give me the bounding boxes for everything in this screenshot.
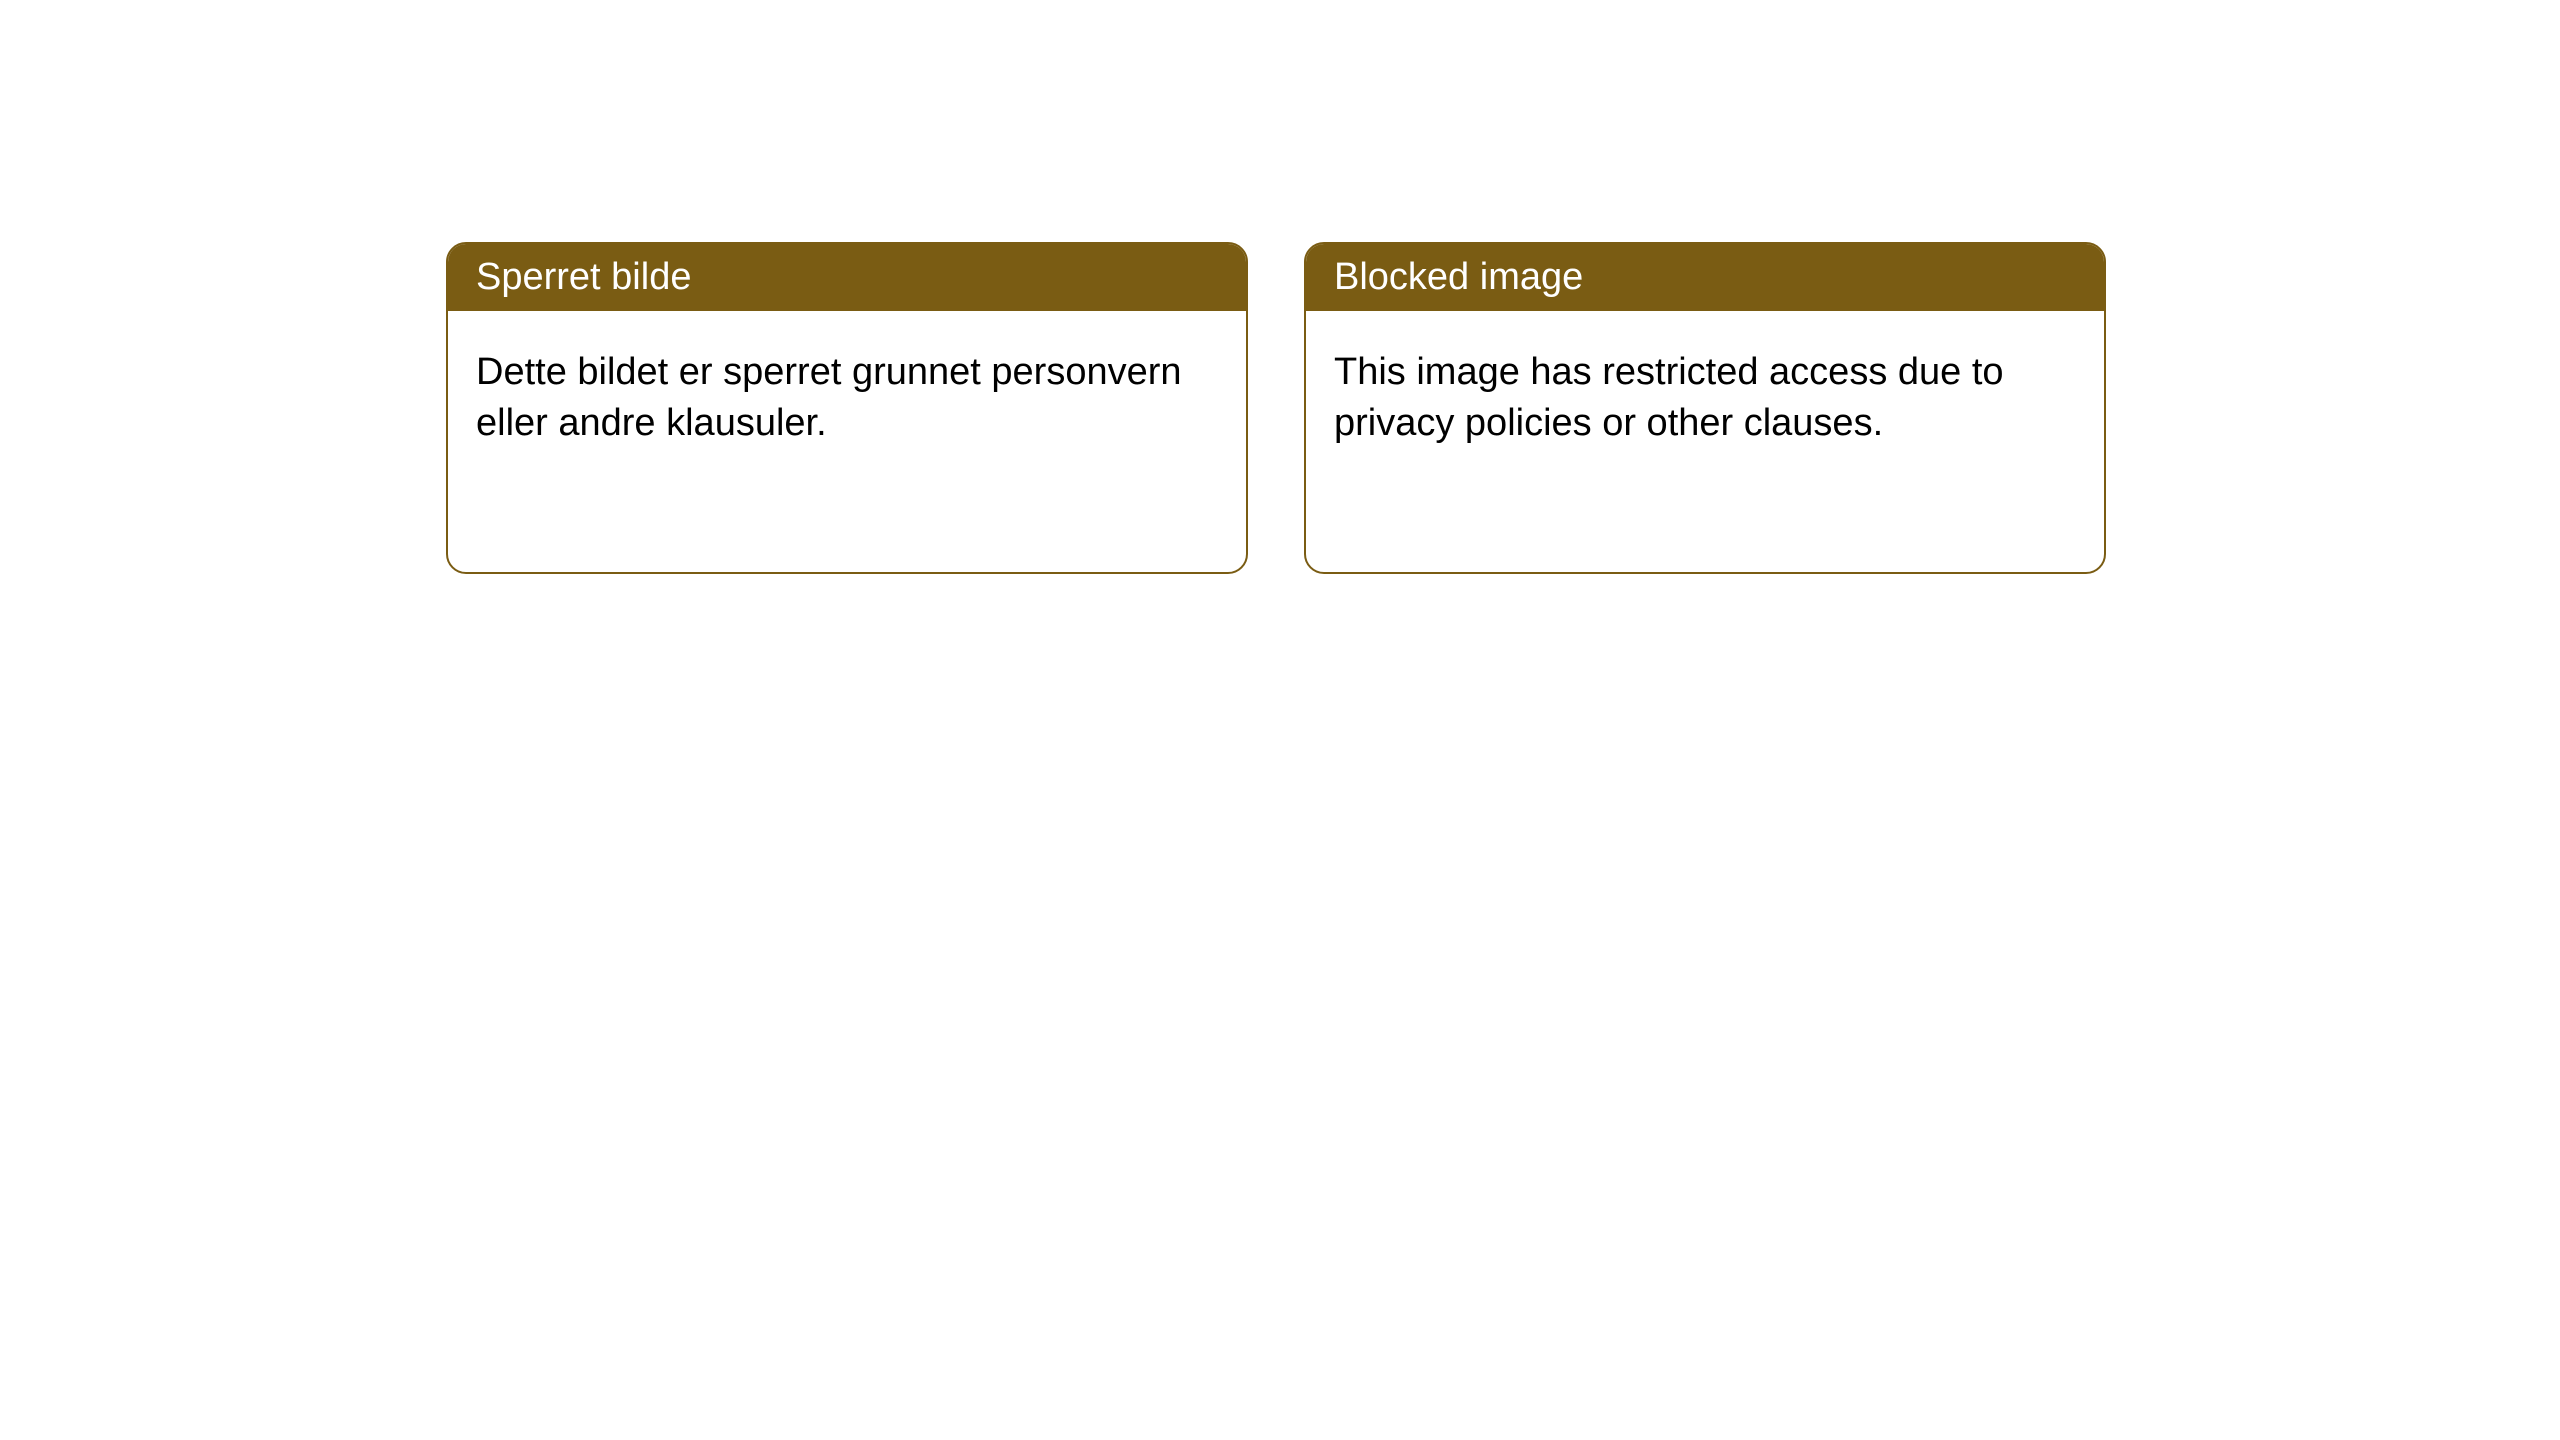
notice-card-english: Blocked image This image has restricted … bbox=[1304, 242, 2106, 574]
notice-container: Sperret bilde Dette bildet er sperret gr… bbox=[0, 0, 2560, 574]
notice-title-norwegian: Sperret bilde bbox=[448, 244, 1246, 311]
notice-body-norwegian: Dette bildet er sperret grunnet personve… bbox=[448, 311, 1246, 486]
notice-body-english: This image has restricted access due to … bbox=[1306, 311, 2104, 486]
notice-card-norwegian: Sperret bilde Dette bildet er sperret gr… bbox=[446, 242, 1248, 574]
notice-title-english: Blocked image bbox=[1306, 244, 2104, 311]
